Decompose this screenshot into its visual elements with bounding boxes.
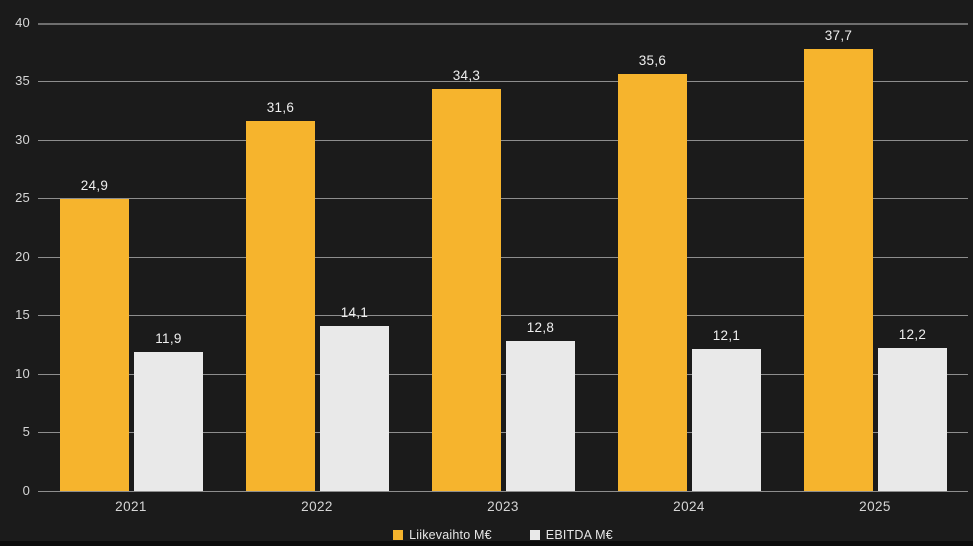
- y-tick-label-35: 35: [15, 73, 30, 88]
- bar-value-label-liikevaihto-2025: 37,7: [824, 28, 853, 43]
- x-tick-label-2024: 2024: [673, 499, 705, 514]
- bar-liikevaihto-2021[interactable]: [60, 199, 129, 491]
- y-tick-label-5: 5: [22, 424, 30, 439]
- gridline-30: [38, 140, 968, 141]
- bar-liikevaihto-2023[interactable]: [432, 89, 501, 491]
- bar-ebitda-2025[interactable]: [878, 348, 947, 491]
- legend-item-ebitda[interactable]: EBITDA M€: [529, 527, 613, 542]
- y-tick-label-20: 20: [15, 249, 30, 264]
- bar-ebitda-2024[interactable]: [692, 349, 761, 491]
- legend-swatch-liikevaihto: [393, 529, 404, 540]
- gridline-5: [38, 432, 968, 433]
- gridline-40: [38, 23, 968, 25]
- bar-ebitda-2023[interactable]: [506, 341, 575, 491]
- y-tick-label-25: 25: [15, 190, 30, 205]
- x-tick-label-2025: 2025: [859, 499, 891, 514]
- bar-value-label-liikevaihto-2022: 31,6: [266, 100, 295, 115]
- gridline-0: [38, 491, 968, 492]
- y-tick-label-10: 10: [15, 366, 30, 381]
- gridline-10: [38, 374, 968, 375]
- y-tick-label-0: 0: [22, 483, 30, 498]
- x-tick-label-2022: 2022: [301, 499, 333, 514]
- bar-ebitda-2022[interactable]: [320, 326, 389, 491]
- bar-ebitda-2021[interactable]: [134, 352, 203, 491]
- bar-value-label-liikevaihto-2024: 35,6: [638, 53, 667, 68]
- bar-value-label-liikevaihto-2021: 24,9: [80, 178, 109, 193]
- bar-liikevaihto-2022[interactable]: [246, 121, 315, 491]
- legend-item-liikevaihto[interactable]: Liikevaihto M€: [393, 528, 492, 542]
- y-tick-label-15: 15: [15, 307, 30, 322]
- gridline-20: [38, 257, 968, 258]
- bar-value-label-liikevaihto-2023: 34,3: [452, 68, 481, 83]
- gridline-35: [38, 81, 968, 82]
- bottom-strip: [0, 541, 973, 546]
- gridline-15: [38, 315, 968, 316]
- y-tick-label-30: 30: [15, 132, 30, 147]
- chart-legend: Liikevaihto M€ EBITDA M€: [38, 527, 968, 542]
- legend-label-liikevaihto: Liikevaihto M€: [409, 527, 492, 542]
- bar-value-label-ebitda-2023: 12,8: [526, 320, 555, 335]
- legend-swatch-ebitda: [529, 529, 540, 540]
- bar-value-label-ebitda-2024: 12,1: [712, 328, 741, 343]
- gridline-25: [38, 198, 968, 199]
- bar-liikevaihto-2024[interactable]: [618, 74, 687, 491]
- legend-label-ebitda: EBITDA M€: [545, 527, 613, 542]
- bar-value-label-ebitda-2022: 14,1: [340, 305, 369, 320]
- bar-liikevaihto-2025[interactable]: [804, 49, 873, 491]
- bar-value-label-ebitda-2021: 11,9: [155, 331, 182, 346]
- bar-value-label-ebitda-2025: 12,2: [898, 327, 927, 342]
- x-tick-label-2023: 2023: [487, 499, 519, 514]
- x-tick-label-2021: 2021: [115, 499, 147, 514]
- y-tick-label-40: 40: [15, 15, 30, 30]
